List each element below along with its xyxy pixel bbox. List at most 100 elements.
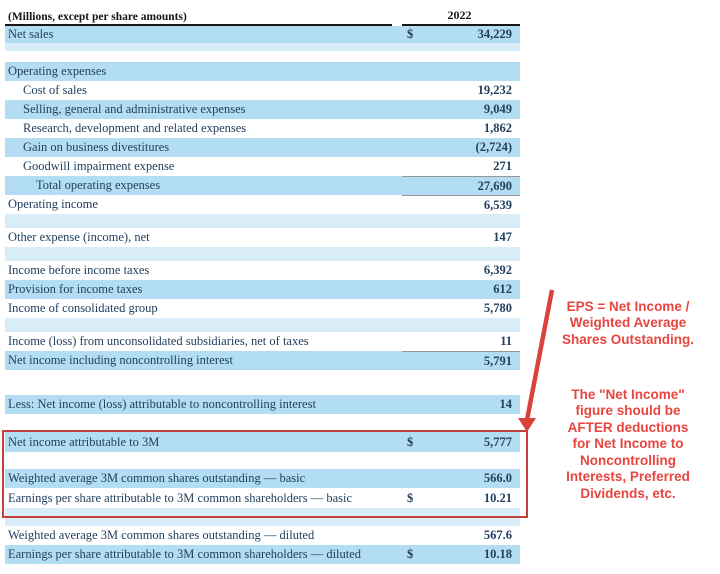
table-row: Research, development and related expens…	[5, 119, 520, 138]
table-row: Goodwill impairment expense 271	[5, 157, 520, 176]
row-amount: 612	[493, 282, 512, 296]
row-amount: 1,862	[483, 121, 512, 135]
row-value: 6,392	[402, 261, 520, 280]
spacer-row	[5, 508, 520, 526]
table-row: Earnings per share attributable to 3M co…	[5, 488, 520, 508]
row-value: 1,862	[402, 119, 520, 138]
row-amount: 271	[493, 159, 512, 173]
row-value: 14	[402, 395, 520, 414]
row-amount: 567.6	[483, 528, 512, 542]
row-label: Total operating expenses	[36, 178, 161, 192]
row-value: 19,232	[402, 81, 520, 100]
row-label: Operating expenses	[8, 64, 107, 78]
row-label: Other expense (income), net	[8, 230, 150, 244]
row-amount: 566.0	[483, 471, 512, 485]
row-amount: 10.21	[483, 490, 512, 505]
table-row: Selling, general and administrative expe…	[5, 100, 520, 119]
year-column-header: 2022	[402, 8, 520, 26]
row-amount: 10.18	[483, 547, 512, 561]
row-label: Earnings per share attributable to 3M co…	[8, 490, 353, 505]
row-label: Income of consolidated group	[8, 301, 158, 315]
row-label: Less: Net income (loss) attributable to …	[8, 397, 316, 411]
row-label: Research, development and related expens…	[23, 121, 247, 135]
dollar-sign: $	[407, 490, 414, 505]
row-value: 5,791	[402, 351, 520, 370]
row-label: Income before income taxes	[8, 263, 150, 277]
row-value: 9,049	[402, 100, 520, 119]
row-amount: 6,392	[483, 263, 512, 277]
row-label: Cost of sales	[23, 83, 87, 97]
row-value: 567.6	[402, 526, 520, 545]
row-value: $10.21	[402, 488, 520, 508]
row-value: (2,724)	[402, 138, 520, 157]
row-amount: 19,232	[477, 83, 512, 97]
table-row: Weighted average 3M common shares outsta…	[5, 526, 520, 545]
table-row: Operating income 6,539	[5, 195, 520, 214]
row-amount: 9,049	[483, 102, 512, 116]
table-row: Operating expenses	[5, 62, 520, 81]
row-label: Weighted average 3M common shares outsta…	[8, 528, 315, 542]
row-amount: 147	[493, 230, 512, 244]
row-amount: 11	[500, 334, 512, 348]
annotation-paragraph-1: EPS = Net Income / Weighted Average Shar…	[561, 298, 695, 347]
row-label: Operating income	[8, 197, 98, 211]
table-row: Net sales $34,229	[5, 26, 520, 43]
row-amount: 14	[499, 397, 513, 411]
dollar-sign: $	[407, 547, 414, 561]
table-row: Total operating expenses 27,690	[5, 176, 520, 195]
table-row: Income (loss) from unconsolidated subsid…	[5, 332, 520, 351]
row-label: Net sales	[8, 27, 54, 41]
spacer-row	[5, 214, 520, 228]
table-row: Weighted average 3M common shares outsta…	[5, 469, 520, 488]
row-value: 271	[402, 157, 520, 176]
spacer-row	[5, 414, 520, 432]
eps-annotation: EPS = Net Income / Weighted Average Shar…	[538, 282, 718, 519]
spacer-row	[5, 247, 520, 261]
row-amount: 34,229	[477, 27, 512, 41]
row-label: Net income including noncontrolling inte…	[8, 353, 233, 367]
dollar-sign: $	[407, 27, 414, 41]
row-label: Gain on business divestitures	[23, 140, 170, 154]
spacer-row	[5, 43, 520, 51]
row-value: 6,539	[402, 195, 520, 214]
table-row: Net income attributable to 3M $5,777	[5, 432, 520, 452]
table-header-row: (Millions, except per share amounts) 202…	[5, 6, 520, 26]
row-value: 27,690	[402, 176, 520, 195]
table-row: Provision for income taxes 612	[5, 280, 520, 299]
row-value: $34,229	[402, 26, 520, 43]
row-value: $10.18	[402, 545, 520, 564]
row-label: Weighted average 3M common shares outsta…	[8, 471, 306, 485]
row-label: Goodwill impairment expense	[23, 159, 175, 173]
table-row: Cost of sales 19,232	[5, 81, 520, 100]
row-value	[402, 62, 520, 81]
income-statement-table: (Millions, except per share amounts) 202…	[5, 6, 520, 564]
row-value: 566.0	[402, 469, 520, 488]
row-amount: 27,690	[477, 178, 512, 193]
spacer-row	[5, 318, 520, 332]
spacer-row	[5, 51, 520, 62]
table-row: Other expense (income), net 147	[5, 228, 520, 247]
row-amount: 5,791	[483, 353, 512, 368]
row-label: Selling, general and administrative expe…	[23, 102, 246, 116]
row-amount: 5,777	[483, 434, 512, 449]
row-value: $5,777	[402, 432, 520, 452]
row-amount: 6,539	[483, 197, 512, 212]
table-caption: (Millions, except per share amounts)	[5, 11, 392, 26]
spacer-row	[5, 452, 520, 469]
table-row: Net income including noncontrolling inte…	[5, 351, 520, 370]
row-label: Provision for income taxes	[8, 282, 143, 296]
table-row: Income of consolidated group 5,780	[5, 299, 520, 318]
table-row: Less: Net income (loss) attributable to …	[5, 395, 520, 414]
annotation-paragraph-2: The "Net Income" figure should be AFTER …	[566, 386, 690, 501]
table-row: Income before income taxes 6,392	[5, 261, 520, 280]
row-value: 11	[402, 332, 520, 351]
row-label: Net income attributable to 3M	[8, 434, 160, 449]
table-row: Earnings per share attributable to 3M co…	[5, 545, 520, 564]
row-value: 5,780	[402, 299, 520, 318]
row-amount: 5,780	[483, 301, 512, 315]
spacer-row	[5, 370, 520, 395]
row-amount: (2,724)	[475, 140, 512, 154]
table-row: Gain on business divestitures (2,724)	[5, 138, 520, 157]
row-value: 612	[402, 280, 520, 299]
row-label: Income (loss) from unconsolidated subsid…	[8, 334, 309, 348]
